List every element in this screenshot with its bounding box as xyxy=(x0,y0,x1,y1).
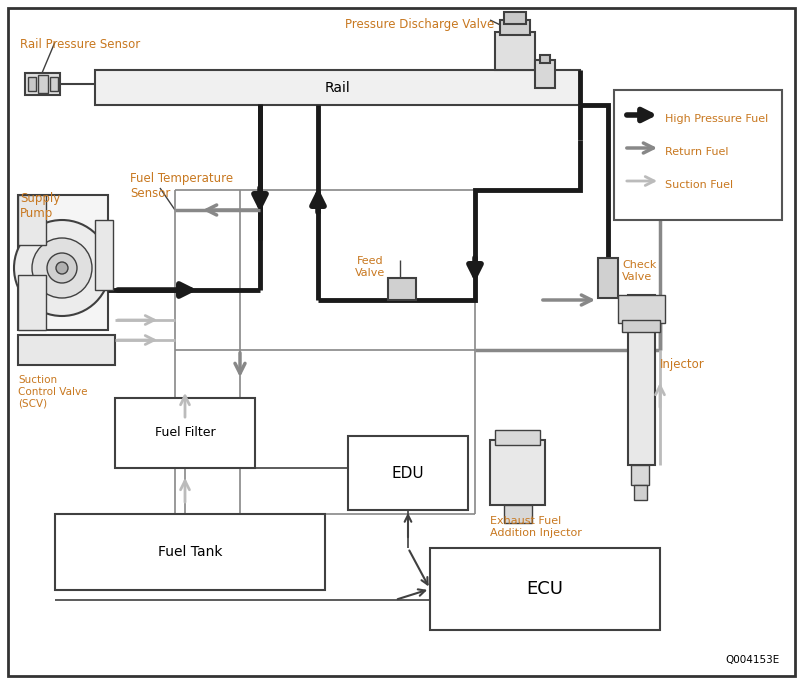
Bar xyxy=(387,278,415,300)
Bar xyxy=(618,295,664,323)
Circle shape xyxy=(32,238,92,298)
Text: Return Fuel: Return Fuel xyxy=(664,147,727,157)
Text: EDU: EDU xyxy=(391,466,423,480)
Text: Feed
Valve: Feed Valve xyxy=(354,256,385,278)
Bar xyxy=(504,12,525,24)
Bar xyxy=(627,295,654,465)
Text: Check
Valve: Check Valve xyxy=(622,260,655,281)
Bar xyxy=(38,75,48,93)
Bar xyxy=(95,220,113,290)
Text: High Pressure Fuel: High Pressure Fuel xyxy=(664,114,768,124)
Bar xyxy=(28,77,36,91)
Text: Q004153E: Q004153E xyxy=(725,655,779,665)
Bar xyxy=(494,430,539,445)
Text: Suction Fuel: Suction Fuel xyxy=(664,180,732,190)
Bar xyxy=(50,77,58,91)
Text: Pressure Discharge Valve: Pressure Discharge Valve xyxy=(345,18,494,31)
Bar xyxy=(539,55,549,63)
Bar xyxy=(18,275,46,330)
Bar xyxy=(500,20,529,35)
Circle shape xyxy=(14,220,110,316)
Bar xyxy=(115,398,255,468)
Bar xyxy=(429,548,659,630)
Bar xyxy=(494,32,534,70)
Bar xyxy=(95,70,579,105)
Text: Fuel Temperature
Sensor: Fuel Temperature Sensor xyxy=(130,172,233,200)
Bar xyxy=(18,195,46,245)
Bar xyxy=(25,73,60,95)
Bar xyxy=(18,335,115,365)
Text: Fuel Tank: Fuel Tank xyxy=(157,545,222,559)
Text: Supply
Pump: Supply Pump xyxy=(20,192,60,220)
Text: Suction
Control Valve
(SCV): Suction Control Valve (SCV) xyxy=(18,375,87,408)
Bar xyxy=(18,195,107,330)
Text: Rail: Rail xyxy=(324,80,350,95)
Text: Injector: Injector xyxy=(659,358,704,371)
Text: Fuel Filter: Fuel Filter xyxy=(155,427,215,440)
Text: Exhaust Fuel
Addition Injector: Exhaust Fuel Addition Injector xyxy=(489,516,581,538)
Bar xyxy=(489,440,545,505)
Bar xyxy=(622,320,659,332)
Circle shape xyxy=(56,262,68,274)
Text: ECU: ECU xyxy=(526,580,563,598)
Bar xyxy=(534,60,554,88)
Bar xyxy=(347,436,468,510)
Circle shape xyxy=(47,253,77,283)
Bar xyxy=(597,258,618,298)
Text: Rail Pressure Sensor: Rail Pressure Sensor xyxy=(20,38,140,51)
Bar xyxy=(55,514,325,590)
Bar xyxy=(504,505,532,523)
Bar xyxy=(614,90,781,220)
Bar xyxy=(630,465,648,485)
Bar xyxy=(634,485,646,500)
